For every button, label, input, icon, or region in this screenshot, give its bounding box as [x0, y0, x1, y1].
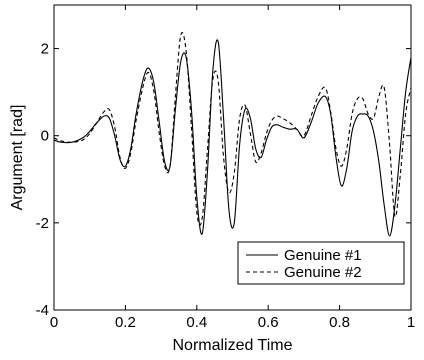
series-line-2	[53, 31, 412, 226]
plot-lines	[53, 31, 412, 237]
axis-ticks	[53, 5, 412, 311]
y-tick-label: -4	[36, 302, 49, 319]
x-tick-label: 0.8	[329, 314, 350, 331]
x-tick-label: 0.6	[258, 314, 279, 331]
x-tick-label: 0.2	[115, 314, 136, 331]
y-axis-label: Argument [rad]	[9, 105, 26, 211]
x-tick-label: 0	[50, 314, 58, 331]
legend: Genuine #1 Genuine #2	[237, 241, 405, 285]
legend-label-genuine-1: Genuine #1	[284, 247, 362, 264]
legend-box	[237, 241, 405, 285]
plot-frame	[53, 4, 412, 311]
y-tick-label: 0	[41, 128, 49, 145]
axis-tick-labels: 0 0.2 0.4 0.6 0.8 1 -4 -2 0 2	[36, 41, 416, 331]
y-tick-label: 2	[41, 41, 49, 58]
y-tick-label: -2	[36, 215, 49, 232]
x-tick-label: 0.4	[186, 314, 207, 331]
x-axis-label: Normalized Time	[172, 337, 292, 354]
series-line-1	[53, 39, 412, 237]
legend-label-genuine-2: Genuine #2	[284, 264, 362, 281]
x-tick-label: 1	[407, 314, 415, 331]
